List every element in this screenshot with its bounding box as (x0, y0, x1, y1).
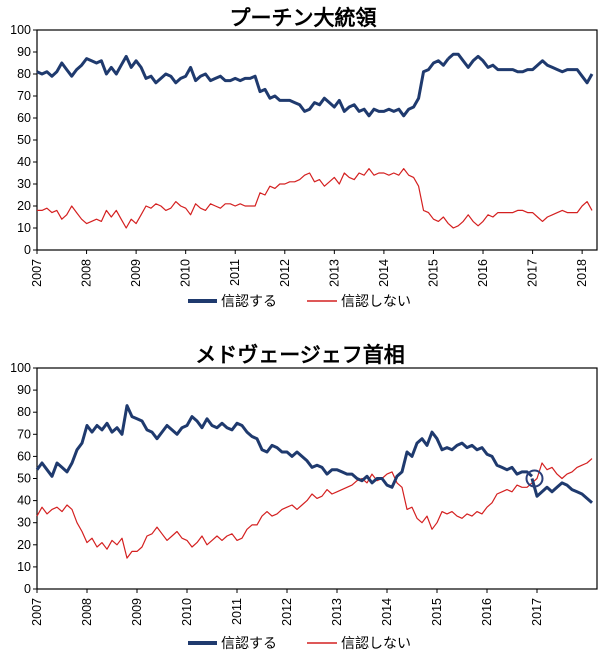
x-tick-label: 2007 (30, 259, 44, 287)
x-tick-label: 2016 (480, 598, 494, 626)
y-axis: 0 10 20 30 40 50 60 70 80 90 100 (10, 23, 37, 257)
x-tick-label: 2013 (327, 259, 341, 287)
x-tick-label: 2008 (80, 259, 94, 287)
plot-frame (36, 367, 598, 590)
y-tick-label: 40 (17, 494, 31, 508)
x-tick-label: 2017 (530, 598, 544, 626)
x-tick-label: 2017 (526, 259, 540, 287)
y-tick-label: 0 (24, 582, 31, 596)
y-tick-label: 80 (17, 405, 31, 419)
y-tick-label: 60 (17, 449, 31, 463)
y-tick-label: 30 (17, 516, 31, 530)
y-tick-label: 70 (17, 427, 31, 441)
y-tick-label: 90 (17, 383, 31, 397)
x-tick-label: 2014 (380, 598, 394, 626)
y-tick-label: 20 (17, 199, 31, 213)
series-line-disapprove-late (447, 201, 593, 229)
x-tick-label: 2018 (575, 259, 589, 287)
y-tick-label: 10 (17, 221, 31, 235)
x-tick-label: 2011 (230, 598, 244, 625)
x-tick-label: 2012 (278, 259, 292, 287)
y-tick-label: 20 (17, 538, 31, 552)
series-line-disapprove (37, 168, 449, 229)
y-tick-label: 60 (17, 111, 31, 125)
x-tick-label: 2014 (377, 259, 391, 287)
legend-label-approve: 信認する (221, 636, 277, 652)
legend-label-approve: 信認する (221, 294, 277, 310)
x-tick-label: 2010 (180, 598, 194, 626)
y-tick-label: 100 (10, 361, 31, 375)
y-tick-label: 50 (17, 472, 31, 486)
y-tick-label: 30 (17, 177, 31, 191)
y-tick-label: 50 (17, 133, 31, 147)
x-axis: 2007 2008 2009 2010 2011 2012 2013 2014 2015 2016… (30, 250, 589, 287)
y-tick-label: 80 (17, 67, 31, 81)
y-tick-label: 70 (17, 89, 31, 103)
series-lines (35, 404, 593, 559)
legend-label-disapprove: 信認しない (341, 636, 411, 652)
y-axis: 0 10 20 30 40 50 60 70 80 90 100 (10, 361, 37, 596)
chart-title: メドヴェージェフ首相 (195, 343, 405, 367)
y-tick-label: 10 (17, 560, 31, 574)
x-tick-label: 2013 (330, 598, 344, 626)
series-line-approve (35, 404, 533, 489)
crossover-marker (525, 469, 544, 488)
series-line-approve (36, 54, 450, 118)
x-tick-label: 2010 (179, 259, 193, 287)
x-tick-label: 2015 (430, 598, 444, 626)
chart-title: プーチン大統領 (230, 6, 378, 30)
series-line-disapprove-late (531, 458, 593, 484)
y-tick-label: 0 (24, 243, 31, 257)
legend-label-disapprove: 信認しない (341, 294, 411, 310)
series-line-approve-late (530, 478, 593, 504)
series-lines (36, 52, 594, 229)
legend: 信認する 信認しない (188, 636, 411, 652)
series-line-disapprove (36, 471, 533, 559)
y-tick-label: 90 (17, 45, 31, 59)
x-axis: 2007 2008 2009 2010 2011 2012 2013 2014 2015 2016… (30, 589, 544, 626)
x-tick-label: 2007 (30, 598, 44, 626)
legend: 信認する 信認しない (188, 294, 411, 310)
series-line-approve-late (447, 52, 594, 85)
x-tick-label: 2009 (129, 259, 143, 287)
y-tick-label: 100 (10, 23, 31, 37)
x-tick-label: 2011 (228, 259, 242, 286)
y-tick-label: 40 (17, 155, 31, 169)
annotation-markers (525, 469, 544, 488)
x-tick-label: 2015 (426, 259, 440, 287)
x-tick-label: 2016 (476, 259, 490, 287)
x-tick-label: 2009 (130, 598, 144, 626)
x-tick-label: 2012 (280, 598, 294, 626)
x-tick-label: 2008 (80, 598, 94, 626)
